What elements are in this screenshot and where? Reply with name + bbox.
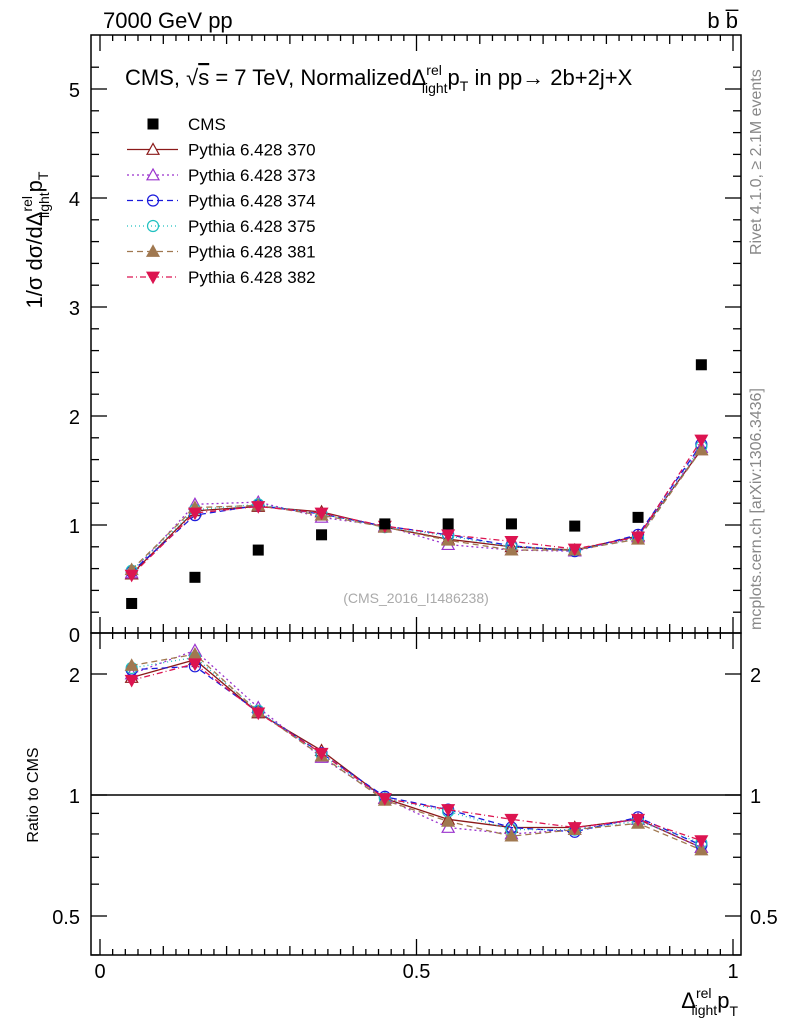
series-381-point (504, 542, 519, 556)
y-tick-label: 4 (69, 189, 80, 211)
series-370-line (131, 449, 702, 575)
cms-data-point (379, 518, 391, 530)
legend-marker (147, 118, 159, 130)
x-axis-label: Δrel lightpT (681, 985, 738, 1019)
series-382-ratio-point (187, 658, 202, 672)
series-382-point (694, 434, 709, 448)
legend-marker (145, 271, 161, 285)
series-381-ratio-point (441, 814, 456, 827)
series-382-ratio-point (504, 813, 519, 827)
legend-label: Pythia 6.428 374 (188, 192, 316, 211)
axis-ticks (91, 35, 741, 956)
main-series (124, 359, 709, 609)
legend-label: Pythia 6.428 370 (188, 141, 316, 160)
cms-data-point (695, 359, 707, 371)
legend-marker (145, 142, 161, 155)
cms-data-point (632, 511, 644, 523)
series-381-point (694, 442, 709, 456)
y-tick-label: 3 (69, 298, 80, 320)
series-373-line (131, 447, 702, 574)
series-382-ratio-point (314, 747, 329, 761)
series-375-line (131, 446, 702, 572)
legend: CMS Pythia 6.428 370 Pythia 6.428 373 Pythi… (127, 115, 316, 287)
series-382-ratio-point (567, 822, 582, 835)
x-tick-label: 1 (727, 961, 738, 983)
series-370-ratio-line (131, 659, 702, 849)
rivet-label: Rivet 4.1.0, ≥ 2.1M events (748, 69, 765, 255)
cms-data-point (569, 520, 581, 532)
cms-data-point (316, 529, 328, 541)
series-375-ratio-line (131, 656, 702, 844)
legend-marker (145, 167, 161, 181)
series-374-line (131, 443, 702, 573)
ratio-tick-label: 1 (69, 786, 80, 808)
legend-label: Pythia 6.428 381 (188, 243, 316, 262)
series-382-point (504, 535, 519, 549)
y-tick-label: 1 (69, 516, 80, 538)
series-381-ratio-point (504, 828, 519, 842)
series-382-ratio-point (694, 835, 709, 848)
y-tick-label: 5 (69, 80, 80, 102)
mcplots-label: mcplots.cern.ch [arXiv:1306.3436] (748, 388, 765, 630)
series-381-line (131, 449, 702, 571)
series-382-point (631, 531, 646, 545)
legend-marker (146, 219, 160, 233)
series-382-ratio-line (131, 663, 702, 842)
series-382-point (124, 569, 139, 583)
header-left: 7000 GeV pp (103, 8, 233, 33)
analysis-watermark: (CMS_2016_I1486238) (343, 590, 489, 606)
ratio-tick-label: 1 (750, 786, 761, 808)
legend-label: Pythia 6.428 375 (188, 217, 316, 236)
cms-data-point (505, 518, 517, 530)
series-382-line (131, 439, 702, 576)
cms-data-point (252, 544, 264, 556)
series-381-ratio-point (124, 658, 139, 671)
series-382-point (251, 501, 266, 514)
header-right: b b̅ (707, 8, 739, 33)
legend-label: Pythia 6.428 373 (188, 166, 316, 185)
cms-data-point (189, 571, 201, 583)
series-382-ratio-point (377, 793, 392, 806)
y-tick-label: 2 (69, 407, 80, 429)
y-tick-label: 0 (69, 625, 80, 647)
ratio-tick-label: 0.5 (750, 907, 778, 929)
series-373-ratio-point (441, 820, 456, 833)
series-382-point (567, 543, 582, 557)
series-382-point (441, 529, 456, 543)
legend-label: Pythia 6.428 382 (188, 268, 316, 287)
ratio-tick-label: 2 (69, 665, 80, 687)
ratio-tick-label: 0.5 (52, 907, 80, 929)
chart-title: CMS, √s = 7 TeV, NormalizedΔrel lightpT i… (125, 62, 633, 96)
series-382-ratio-point (124, 674, 139, 688)
cms-data-point (442, 518, 454, 530)
ratio-axis-label: Ratio to CMS (25, 747, 42, 842)
series-373-ratio-line (131, 649, 702, 849)
legend-marker (145, 244, 161, 257)
ratio-tick-label: 2 (750, 665, 761, 687)
legend-marker (146, 194, 160, 207)
series-382-point (187, 507, 202, 521)
x-tick-label: 0.5 (403, 961, 431, 983)
ratio-panel-frame (90, 632, 742, 956)
cms-data-point (126, 597, 138, 609)
x-tick-label: 0 (94, 961, 105, 983)
series-382-ratio-point (441, 804, 456, 817)
series-382-ratio-point (631, 813, 646, 827)
series-381-ratio-point (694, 842, 709, 856)
ratio-series (124, 643, 709, 856)
series-382-ratio-point (251, 707, 266, 721)
series-374-ratio-line (131, 665, 702, 846)
series-381-ratio-line (131, 653, 702, 851)
series-382-point (314, 507, 329, 521)
legend-label: CMS (188, 115, 226, 134)
y-axis-label: 1/σ dσ/dΔrellightpT (19, 171, 52, 308)
tick-labels: 0 0.5 1 0 1 2 3 4 5 0.5 0.5 1 1 2 2 (52, 80, 778, 983)
